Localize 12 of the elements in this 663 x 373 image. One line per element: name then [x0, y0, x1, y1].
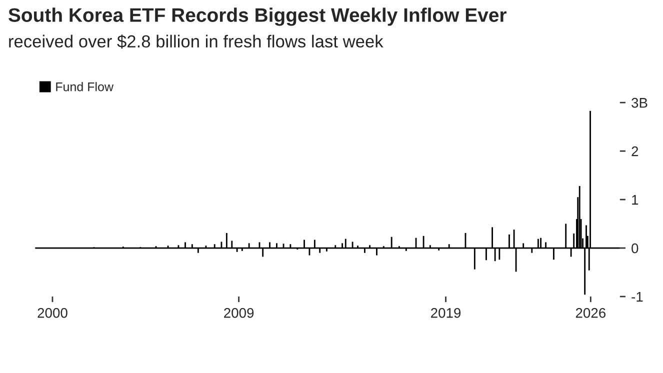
- x-tick-label: 2019: [431, 308, 461, 318]
- x-tick-label: 2009: [224, 308, 254, 318]
- y-tick-label: 2: [632, 146, 638, 156]
- x-tick-label: 2026: [576, 308, 606, 318]
- y-tick-label: 1: [632, 195, 638, 205]
- y-tick-label: 3B: [632, 98, 648, 108]
- y-tick-label: 0: [632, 243, 638, 254]
- x-tick-label: 2000: [38, 308, 68, 318]
- chart-title: South Korea ETF Records Biggest Weekly Inflow Ever: [8, 8, 506, 26]
- y-tick-label: -1: [632, 292, 643, 302]
- legend-label: Fund Flow: [56, 82, 114, 92]
- chart-subtitle: received over $2.8 billion in fresh flows last week: [9, 34, 384, 49]
